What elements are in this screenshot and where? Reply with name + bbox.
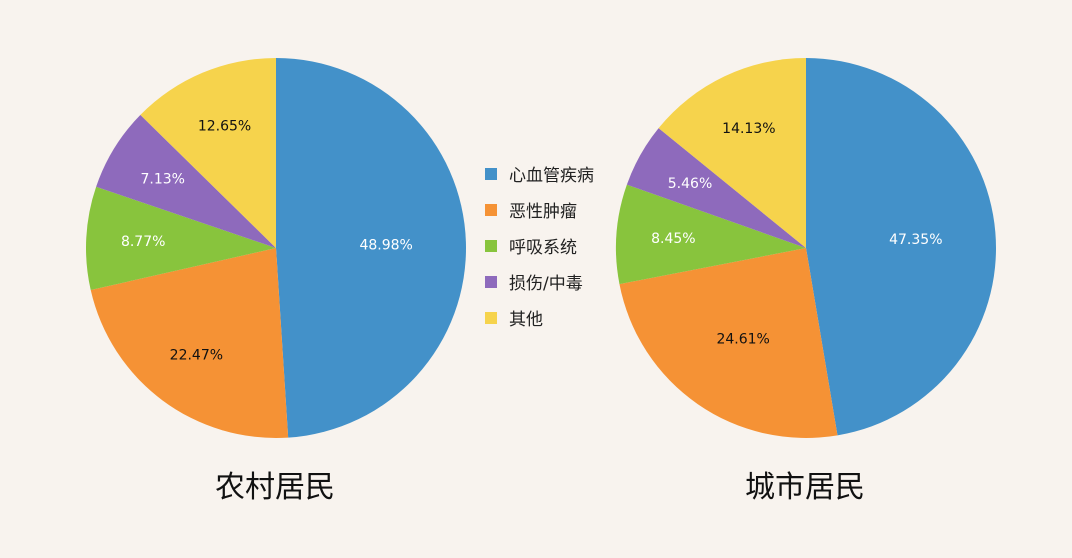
rural-label-respiratory: 8.77% xyxy=(121,234,165,250)
legend-item-respiratory: 呼吸系统 xyxy=(485,234,594,258)
legend-label-cancer: 恶性肿瘤 xyxy=(509,202,577,222)
urban-slice-injury xyxy=(626,128,806,248)
legend-swatch-injury xyxy=(485,275,497,288)
legend-item-cardiovascular: 心血管疾病 xyxy=(485,162,594,186)
legend-label-cardiovascular: 心血管疾病 xyxy=(509,166,594,186)
legend-label-other: 其他 xyxy=(509,310,543,330)
rural-slice-injury xyxy=(96,114,277,249)
rural-slice-other xyxy=(140,58,276,248)
rural-slice-cardiovascular xyxy=(276,57,467,438)
legend-item-cancer: 恶性肿瘤 xyxy=(485,198,594,222)
rural-label-other: 12.65% xyxy=(198,118,251,134)
legend-swatch-respiratory xyxy=(485,239,497,252)
rural-slice-respiratory xyxy=(85,186,276,291)
legend-label-injury: 损伤/中毒 xyxy=(509,274,583,294)
rural-slice-cancer xyxy=(90,248,289,438)
rural-label-cardiovascular: 48.98% xyxy=(359,237,412,253)
legend-swatch-cardiovascular xyxy=(485,167,497,180)
rural-chart-title: 农村居民 xyxy=(215,470,335,505)
urban-chart-title: 城市居民 xyxy=(745,470,865,505)
urban-slice-respiratory xyxy=(616,184,806,285)
legend: 心血管疾病 恶性肿瘤 呼吸系统 损伤/中毒 其他 xyxy=(485,162,594,330)
urban-slice-cardiovascular xyxy=(806,58,997,436)
urban-label-other: 14.13% xyxy=(722,121,775,137)
urban-slice-other xyxy=(658,58,806,248)
legend-item-other: 其他 xyxy=(485,306,594,330)
legend-swatch-cancer xyxy=(485,203,497,216)
urban-label-respiratory: 8.45% xyxy=(651,231,695,247)
urban-label-cardiovascular: 47.35% xyxy=(889,232,942,248)
urban-slice-cancer xyxy=(619,248,838,438)
legend-item-injury: 损伤/中毒 xyxy=(485,270,594,294)
rural-label-injury: 7.13% xyxy=(141,171,185,187)
rural-label-cancer: 22.47% xyxy=(170,348,223,364)
urban-label-injury: 5.46% xyxy=(668,176,712,192)
urban-label-cancer: 24.61% xyxy=(716,332,769,348)
legend-label-respiratory: 呼吸系统 xyxy=(509,238,577,258)
legend-swatch-other xyxy=(485,311,497,324)
